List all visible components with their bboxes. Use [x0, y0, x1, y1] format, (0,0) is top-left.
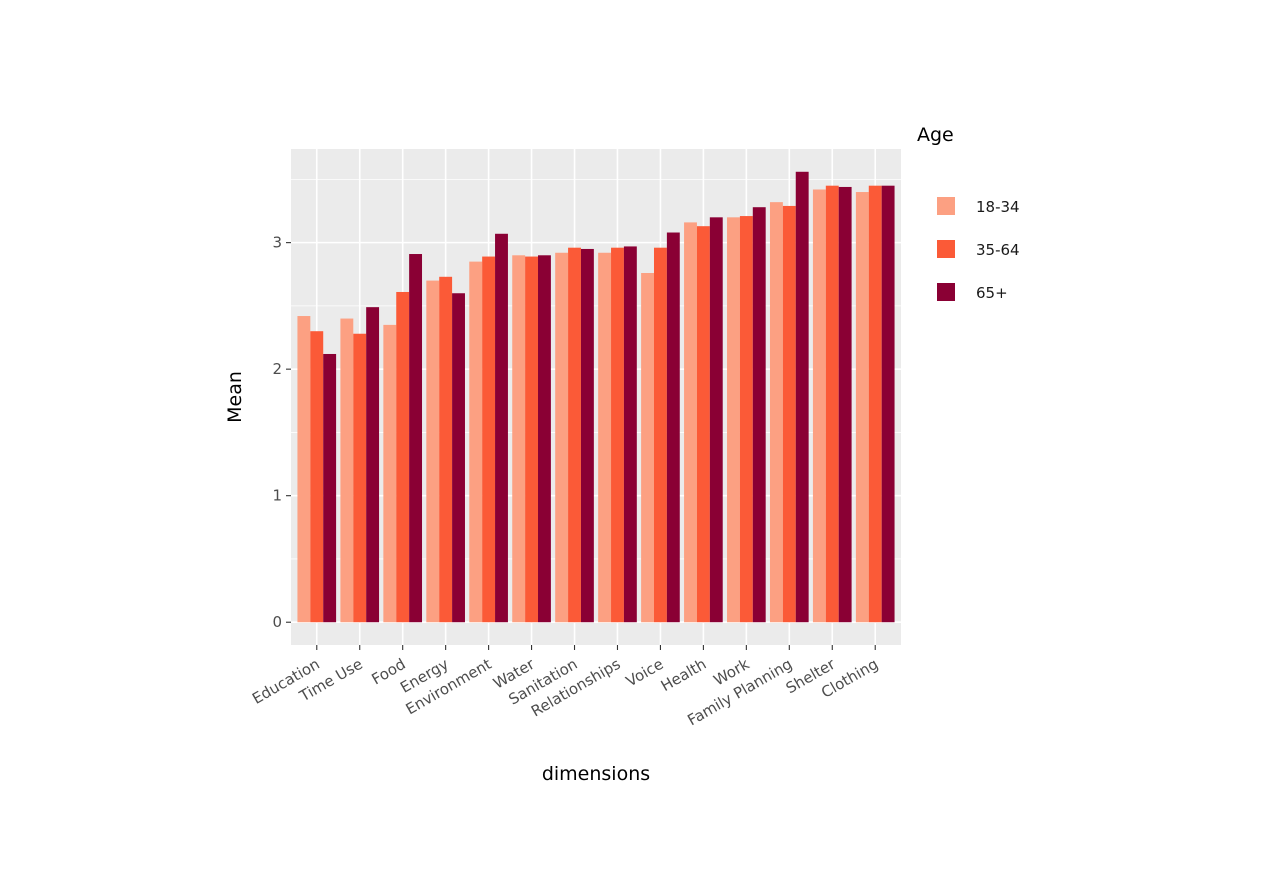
bar-18-34-health [684, 222, 697, 623]
bar-18-34-time-use [340, 318, 354, 623]
bar-35-64-clothing [868, 185, 882, 623]
legend: 18-34 35-64 65+ [937, 197, 1020, 302]
bar-35-64-energy [439, 276, 453, 623]
bar-65plus-sanitation [580, 248, 594, 623]
bar-18-34-relationships [598, 252, 612, 623]
y-axis: 0 1 2 3 [272, 234, 291, 631]
bar-18-34-environment [469, 261, 483, 623]
bar-35-64-education [310, 331, 324, 623]
bar-65plus-voice [666, 232, 680, 623]
bar-65plus-work [752, 207, 766, 623]
bar-65plus-health [709, 217, 723, 623]
legend-label: 35-64 [976, 241, 1020, 259]
y-tick-label: 0 [272, 613, 282, 631]
legend-label: 65+ [976, 284, 1008, 302]
bar-18-34-family-planning [769, 202, 783, 623]
bar-65plus-food [409, 254, 423, 623]
bar-35-64-work [739, 216, 753, 623]
legend-swatch [937, 240, 955, 258]
legend-swatch [937, 197, 955, 215]
bar-18-34-shelter [812, 189, 826, 623]
legend-title: Age [917, 124, 954, 146]
bar-35-64-health [696, 226, 710, 623]
bar-18-34-water [512, 255, 526, 623]
bar-35-64-relationships [611, 247, 624, 623]
bar-65plus-environment [495, 233, 508, 623]
legend-swatch [937, 283, 955, 301]
bar-65plus-clothing [881, 185, 895, 623]
x-tick-label: Health [658, 655, 710, 695]
y-tick-label: 3 [272, 234, 282, 252]
y-tick-label: 1 [272, 487, 282, 505]
bar-18-34-clothing [855, 192, 869, 623]
bar-18-34-education [297, 316, 311, 623]
bar-35-64-environment [482, 256, 496, 623]
bar-65plus-relationships [623, 246, 637, 623]
bar-18-34-food [383, 324, 397, 623]
bars [297, 171, 895, 623]
bar-35-64-time-use [353, 333, 367, 623]
bar-35-64-shelter [825, 185, 839, 623]
x-axis-title: dimensions [542, 763, 650, 785]
bar-35-64-voice [653, 247, 667, 623]
bar-65plus-time-use [366, 307, 380, 623]
bar-18-34-sanitation [555, 252, 569, 623]
bar-35-64-water [525, 256, 539, 623]
bar-35-64-food [396, 291, 410, 623]
y-tick-label: 2 [272, 360, 282, 378]
bar-18-34-voice [641, 273, 654, 623]
bar-65plus-shelter [838, 186, 852, 623]
bar-65plus-water [538, 255, 551, 623]
bar-35-64-family-planning [782, 205, 796, 623]
bar-18-34-energy [426, 280, 440, 623]
bar-65plus-family-planning [795, 171, 809, 623]
bar-65plus-education [323, 353, 337, 623]
bar-65plus-energy [452, 293, 465, 623]
plot-panel [291, 149, 901, 645]
legend-label: 18-34 [976, 198, 1020, 216]
bar-18-34-work [727, 217, 740, 623]
bar-35-64-sanitation [568, 247, 581, 623]
y-axis-title: Mean [224, 371, 246, 423]
